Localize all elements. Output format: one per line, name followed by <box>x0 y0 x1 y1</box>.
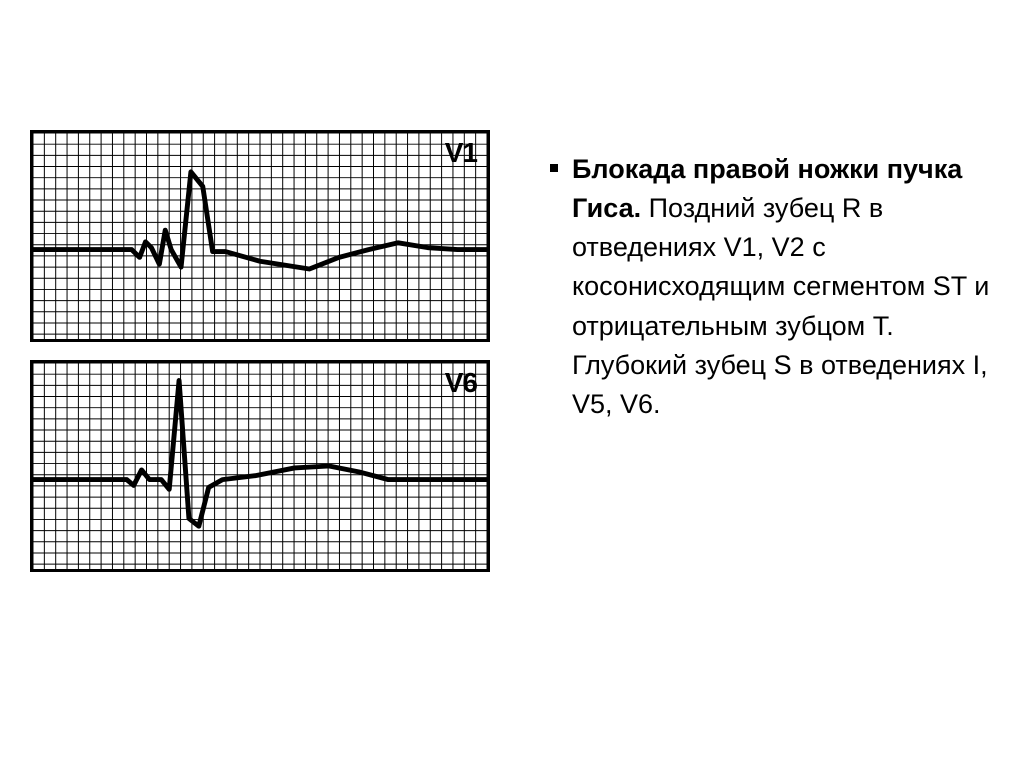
description-column: Блокада правой ножки пучка Гиса. Поздний… <box>530 40 994 424</box>
ecg-panel-v1: V1 <box>30 130 490 342</box>
grid-v1 <box>33 133 487 339</box>
bullet-dot-icon <box>550 164 558 172</box>
ecg-panel-v6: V6 <box>30 360 490 572</box>
bullet-item: Блокада правой ножки пучка Гиса. Поздний… <box>550 150 994 424</box>
description-rest: Поздний зубец R в отведениях V1, V2 с ко… <box>572 193 989 419</box>
ecg-svg-v1 <box>33 133 487 339</box>
description-text: Блокада правой ножки пучка Гиса. Поздний… <box>572 150 994 424</box>
panel-label-v1: V1 <box>445 137 477 169</box>
slide: V1 V6 Блокада правой ножки пучка Гиса. П… <box>0 0 1024 767</box>
ecg-svg-v6 <box>33 363 487 569</box>
ecg-charts-column: V1 V6 <box>30 130 530 572</box>
grid-v6 <box>33 363 487 569</box>
panel-label-v6: V6 <box>445 367 477 399</box>
